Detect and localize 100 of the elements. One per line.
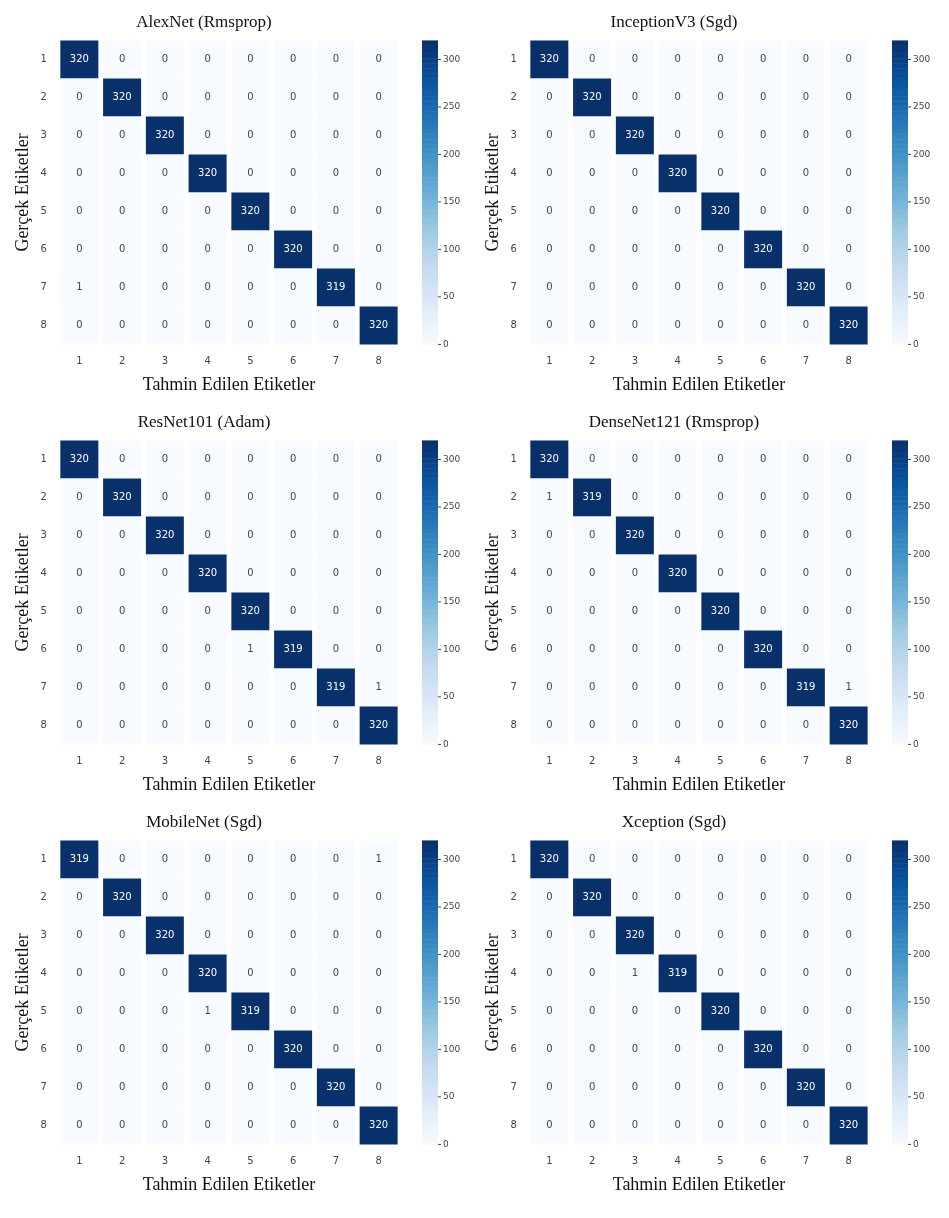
y-axis-title: Gerçek Etiketler <box>11 133 32 252</box>
x-tick-label: 1 <box>546 754 553 766</box>
data-label: 0 <box>161 1004 169 1016</box>
data-label: 0 <box>588 928 596 940</box>
data-label: 0 <box>161 1042 169 1054</box>
data-label: 0 <box>588 166 596 178</box>
data-label: 0 <box>118 52 126 64</box>
data-label: 0 <box>247 718 254 730</box>
data-label: 0 <box>717 642 724 654</box>
color-bar-label: 50 <box>913 691 925 702</box>
data-label: 0 <box>802 890 810 902</box>
color-bar-label: 50 <box>443 291 455 302</box>
data-label: 0 <box>802 52 810 64</box>
color-bar-label: 50 <box>443 1091 455 1102</box>
data-label: 0 <box>332 1004 340 1016</box>
x-tick-label: 8 <box>375 754 382 766</box>
data-label: 320 <box>112 90 132 102</box>
x-tick-label: 7 <box>802 354 810 366</box>
data-label: 0 <box>375 890 382 902</box>
data-label: 0 <box>845 52 852 64</box>
y-tick-label: 6 <box>510 642 517 654</box>
data-label: 0 <box>204 242 211 254</box>
data-label: 0 <box>759 928 767 940</box>
data-label: 0 <box>247 280 254 292</box>
data-label: 319 <box>69 852 89 864</box>
data-label: 0 <box>546 318 553 330</box>
x-tick-label: 7 <box>332 1154 340 1166</box>
y-tick-label: 4 <box>510 166 517 178</box>
data-label: 0 <box>375 928 382 940</box>
data-label: 1 <box>247 642 254 654</box>
data-label: 0 <box>289 452 297 464</box>
data-label: 0 <box>375 242 382 254</box>
y-tick-label: 5 <box>510 204 517 216</box>
data-label: 319 <box>283 642 303 654</box>
color-bar-label: 200 <box>913 948 931 959</box>
color-bar-label: 250 <box>913 101 931 112</box>
x-tick-label: 2 <box>588 1154 596 1166</box>
data-label: 0 <box>546 1080 553 1092</box>
y-tick-label: 2 <box>40 490 47 502</box>
data-label: 0 <box>76 1118 83 1130</box>
color-bar-label: 200 <box>443 148 461 159</box>
data-label: 0 <box>332 528 340 540</box>
data-label: 0 <box>118 318 126 330</box>
data-label: 0 <box>76 890 83 902</box>
data-label: 0 <box>674 528 681 540</box>
data-label: 0 <box>631 318 639 330</box>
data-label: 0 <box>247 566 254 578</box>
data-label: 0 <box>76 166 83 178</box>
data-label: 0 <box>631 566 639 578</box>
data-label: 0 <box>118 528 126 540</box>
data-label: 0 <box>375 528 382 540</box>
data-label: 320 <box>710 604 730 616</box>
x-tick-label: 5 <box>247 754 254 766</box>
chart-title: ResNet101 (Adam) <box>137 411 271 431</box>
color-bar-label: 0 <box>913 738 919 749</box>
data-label: 0 <box>674 280 681 292</box>
data-label: 0 <box>204 90 211 102</box>
x-tick-label: 4 <box>674 1154 681 1166</box>
data-label: 0 <box>759 128 767 140</box>
data-label: 0 <box>588 566 596 578</box>
data-label: 320 <box>625 528 645 540</box>
data-label: 0 <box>546 642 553 654</box>
data-label: 0 <box>802 1004 810 1016</box>
y-tick-label: 5 <box>40 1004 47 1016</box>
data-label: 0 <box>161 490 169 502</box>
y-tick-label: 5 <box>510 604 517 616</box>
data-label: 1 <box>631 966 639 978</box>
data-label: 0 <box>332 718 340 730</box>
color-bar-label: 50 <box>913 1091 925 1102</box>
x-tick-label: 8 <box>375 354 382 366</box>
data-label: 0 <box>375 166 382 178</box>
data-label: 0 <box>76 1080 83 1092</box>
y-tick-label: 2 <box>40 90 47 102</box>
y-tick-label: 7 <box>510 1080 517 1092</box>
x-tick-label: 8 <box>845 354 852 366</box>
data-label: 0 <box>247 52 254 64</box>
data-label: 0 <box>674 642 681 654</box>
data-label: 0 <box>76 528 83 540</box>
data-label: 0 <box>289 1118 297 1130</box>
data-label: 0 <box>717 90 724 102</box>
x-tick-label: 1 <box>76 354 83 366</box>
data-label: 320 <box>839 1118 859 1130</box>
data-label: 0 <box>161 318 169 330</box>
x-tick-label: 1 <box>546 1154 553 1166</box>
data-label: 0 <box>161 642 169 654</box>
x-axis-title: Tahmin Edilen Etiketler <box>612 773 786 794</box>
x-tick-label: 3 <box>631 754 639 766</box>
x-tick-label: 5 <box>717 1154 724 1166</box>
y-tick-label: 6 <box>40 1042 47 1054</box>
x-tick-label: 2 <box>118 354 126 366</box>
data-label: 0 <box>759 90 767 102</box>
data-label: 0 <box>161 680 169 692</box>
data-label: 0 <box>802 318 810 330</box>
data-label: 320 <box>155 528 175 540</box>
data-label: 0 <box>588 318 596 330</box>
data-label: 0 <box>76 318 83 330</box>
y-tick-label: 2 <box>510 490 517 502</box>
data-label: 0 <box>247 242 254 254</box>
y-tick-label: 4 <box>40 566 47 578</box>
data-label: 0 <box>118 966 126 978</box>
